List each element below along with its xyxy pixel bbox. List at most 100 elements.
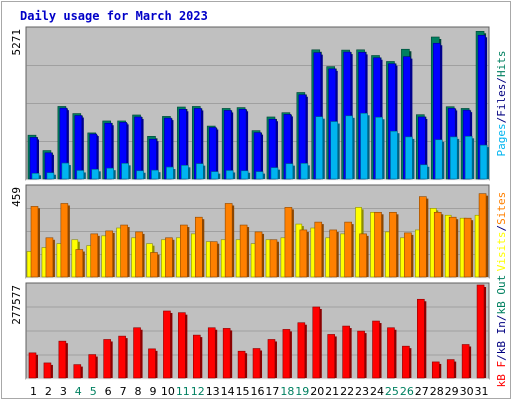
x-tick-label: 16: [251, 385, 265, 398]
kbf-bar: [417, 298, 425, 379]
legend-entry: Pages: [495, 123, 508, 156]
kbf-bar: [297, 322, 306, 379]
pages-bar: [449, 136, 458, 180]
x-tick-label: 4: [75, 385, 82, 398]
legend-entry: kB In: [495, 321, 508, 354]
pages-bar: [285, 163, 294, 180]
x-tick-label: 10: [161, 385, 175, 398]
sites-bar: [448, 216, 457, 278]
x-tick-label: 28: [430, 385, 444, 398]
sites-bar: [105, 230, 113, 278]
sites-bar: [314, 221, 323, 278]
kbf-bar: [58, 340, 67, 379]
x-tick-label: 13: [206, 385, 220, 398]
x-tick-label: 31: [475, 385, 489, 398]
sites-bar: [180, 224, 188, 278]
kbf-bar: [387, 327, 395, 379]
sites-bar: [165, 237, 173, 278]
kbf-bar: [207, 327, 216, 379]
kbf-bar: [267, 339, 276, 379]
sites-bar: [120, 224, 128, 278]
pages-bar: [270, 167, 279, 180]
kbf-bar: [282, 329, 291, 379]
sites-bar: [75, 249, 84, 278]
kbf-bar: [43, 362, 52, 379]
kbf-bar: [163, 310, 171, 379]
files-bar: [223, 110, 232, 180]
x-tick-label: 26: [400, 385, 414, 398]
pages-bar: [315, 116, 324, 180]
x-tick-label: 21: [325, 385, 339, 398]
sites-bar: [194, 216, 203, 278]
legend-entry: Sites: [495, 192, 508, 225]
pages-bar: [330, 121, 339, 180]
pages-bar: [46, 172, 55, 180]
x-tick-label: 24: [370, 385, 384, 398]
x-tick-label: 23: [355, 385, 369, 398]
kbf-bar: [402, 345, 410, 379]
legend-entry: Files: [495, 84, 508, 117]
kbf-bar: [431, 361, 440, 379]
kbf-bar: [178, 312, 186, 379]
sites-bar: [374, 211, 382, 278]
legend-entry: /: [495, 314, 508, 321]
pages-bar: [61, 162, 70, 180]
legend-entry: kB Out: [495, 275, 508, 315]
legend-entry: /: [495, 117, 508, 124]
pages-bar: [136, 170, 144, 180]
kbf-bar: [327, 334, 336, 379]
sites-bar: [30, 206, 39, 278]
kbf-bar: [103, 339, 111, 379]
sites-bar: [299, 229, 308, 278]
sites-bar: [284, 207, 293, 278]
visits-sites-ymax-label: 459: [10, 187, 23, 207]
sites-bar: [239, 224, 248, 278]
sites-bar: [150, 252, 158, 278]
sites-bar: [463, 217, 472, 278]
sites-bar: [404, 232, 412, 278]
legend-entry: Visits: [495, 232, 508, 272]
pages-bar: [225, 170, 234, 180]
page-title: Daily usage for March 2023: [20, 9, 208, 23]
pages-bar: [420, 164, 428, 180]
kbf-bar: [28, 352, 37, 379]
x-tick-label: 3: [60, 385, 67, 398]
x-tick-label: 15: [236, 385, 250, 398]
pages-bar: [181, 165, 189, 180]
x-tick-label: 1: [30, 385, 37, 398]
kbf-bar: [252, 348, 261, 379]
pages-bar: [76, 170, 85, 180]
kbf-bar: [476, 284, 485, 379]
visits-sites-legend: Visits/Sites: [495, 192, 508, 272]
pages-bar: [405, 136, 413, 180]
sites-bar: [359, 233, 367, 278]
kbf-bar: [222, 328, 231, 379]
x-tick-label: 20: [310, 385, 324, 398]
sites-bar: [90, 233, 99, 278]
sites-bar: [45, 237, 54, 278]
sites-bar: [433, 211, 442, 278]
kbf-bar: [312, 306, 321, 379]
sites-bar: [269, 239, 278, 278]
sites-bar: [478, 193, 487, 278]
x-tick-label: 5: [90, 385, 97, 398]
kbf-bar: [73, 364, 82, 379]
pages-bar: [375, 116, 383, 180]
legend-entry: kB F: [495, 361, 508, 388]
x-tick-label: 30: [460, 385, 474, 398]
pages-bar: [166, 166, 174, 180]
sites-bar: [344, 221, 352, 278]
pages-bar: [479, 144, 488, 180]
pages-bar: [195, 163, 204, 180]
pages-bar: [390, 130, 398, 180]
pages-bar: [151, 169, 159, 180]
x-tick-label: 17: [265, 385, 279, 398]
pages-bar: [300, 163, 309, 180]
x-tick-label: 2: [45, 385, 52, 398]
pages-bar: [255, 171, 264, 180]
sites-bar: [60, 203, 69, 278]
sites-bar: [224, 203, 233, 278]
pages-bar: [106, 167, 114, 180]
